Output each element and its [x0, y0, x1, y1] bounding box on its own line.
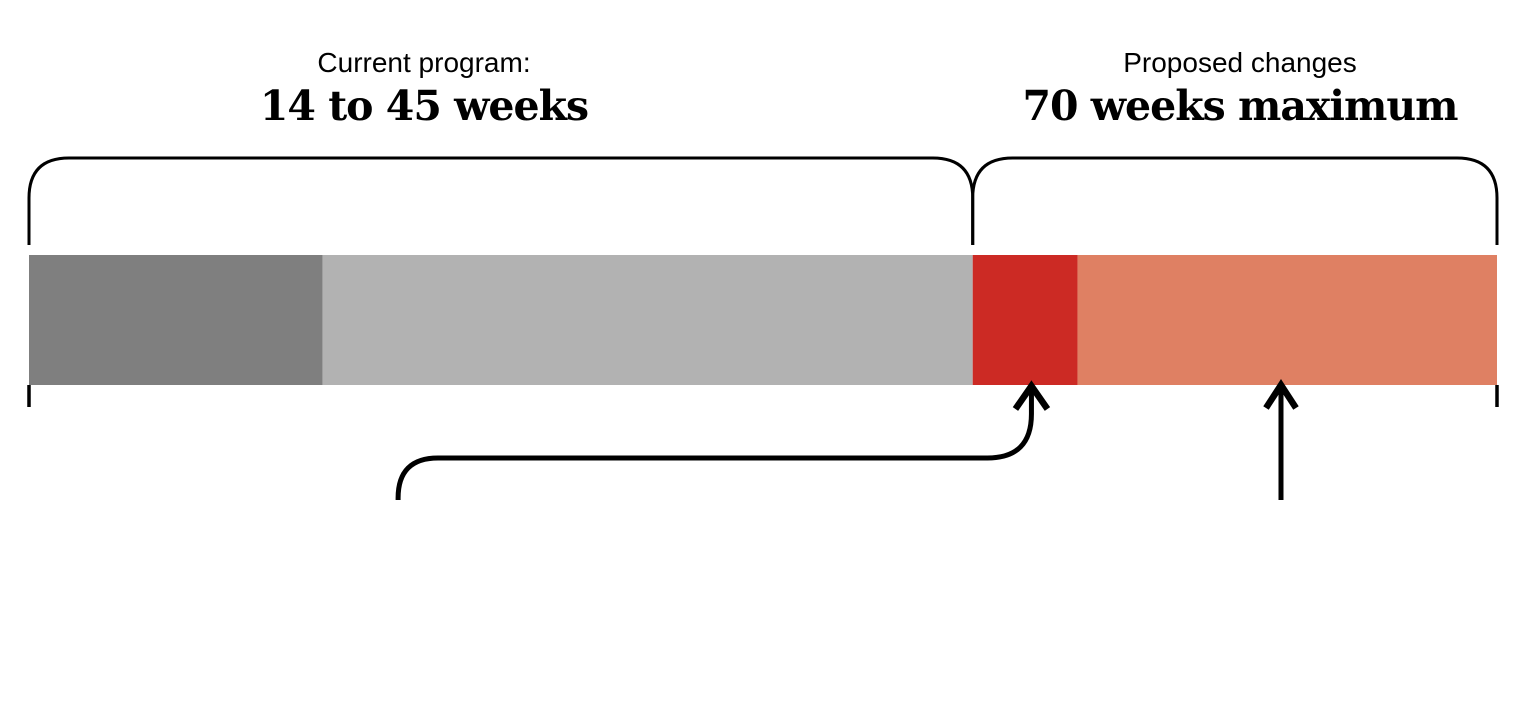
curved-arrow-line [395, 391, 1034, 500]
straight-arrow-head-icon [1263, 379, 1299, 410]
current-program-bracket [27, 156, 975, 245]
timeline-bar [29, 255, 1497, 385]
current-program-heading: Current program: [317, 47, 530, 78]
current-range-segment [322, 255, 973, 385]
proposed-changes-heading: Proposed changes [1123, 47, 1357, 78]
current-program-subheading: 14 to 45 weeks [260, 82, 588, 130]
proposed-maximum-segment [1077, 255, 1497, 385]
current-minimum-segment [29, 255, 323, 385]
curved-arrow-head-icon [1012, 380, 1051, 411]
proposed-changes-bracket [971, 156, 1499, 245]
proposed-added-segment [972, 255, 1078, 385]
proposed-changes-subheading: 70 weeks maximum [1022, 82, 1458, 130]
